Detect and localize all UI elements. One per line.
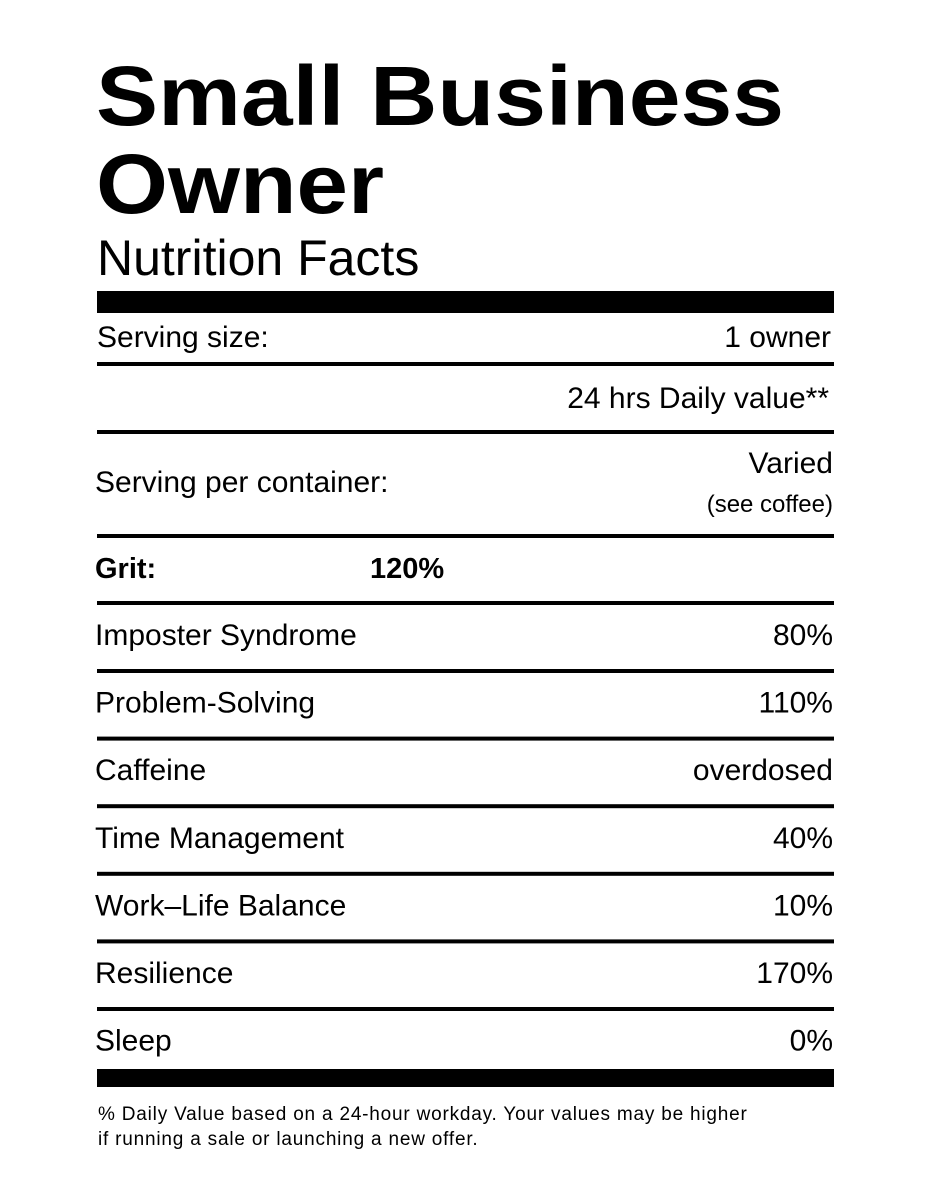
row-value: overdosed <box>693 754 833 787</box>
servings-note: (see coffee) <box>707 491 833 518</box>
servings-label: Serving per container: <box>95 466 389 499</box>
row-value: 80% <box>773 619 833 652</box>
subtitle: Nutrition Facts <box>97 230 419 286</box>
divider <box>97 362 834 366</box>
divider <box>97 534 834 538</box>
row-label: Work–Life Balance <box>95 889 346 922</box>
divider <box>97 430 834 434</box>
divider <box>97 601 834 605</box>
row-label: Caffeine <box>95 754 206 787</box>
row-value: 10% <box>773 889 833 922</box>
servings-value: Varied <box>749 447 834 480</box>
row-label: Imposter Syndrome <box>95 619 357 652</box>
divider <box>97 291 834 313</box>
divider <box>97 871 834 876</box>
highlight-label: Grit: <box>95 553 156 585</box>
daily-value-header: 24 hrs Daily value** <box>567 382 829 415</box>
divider <box>97 736 834 741</box>
divider <box>97 939 834 944</box>
footnote: % Daily Value based on a 24-hour workday… <box>98 1104 748 1125</box>
row-value: 110% <box>758 687 833 720</box>
row-label: Problem-Solving <box>95 687 315 720</box>
divider <box>97 1007 834 1011</box>
row-label: Resilience <box>95 957 233 990</box>
serving-size-value: 1 owner <box>724 321 831 354</box>
title: Owner <box>96 137 384 231</box>
title: Small Business <box>96 49 784 143</box>
highlight-value: 120% <box>370 553 444 585</box>
serving-size-label: Serving size: <box>97 321 269 354</box>
row-label: Sleep <box>95 1025 172 1058</box>
divider <box>97 1069 834 1087</box>
row-value: 0% <box>790 1025 833 1058</box>
footnote: if running a sale or launching a new off… <box>98 1129 479 1150</box>
divider <box>97 804 834 809</box>
row-value: 170% <box>756 957 833 990</box>
divider <box>97 669 834 673</box>
row-value: 40% <box>773 822 833 855</box>
row-label: Time Management <box>95 822 345 855</box>
